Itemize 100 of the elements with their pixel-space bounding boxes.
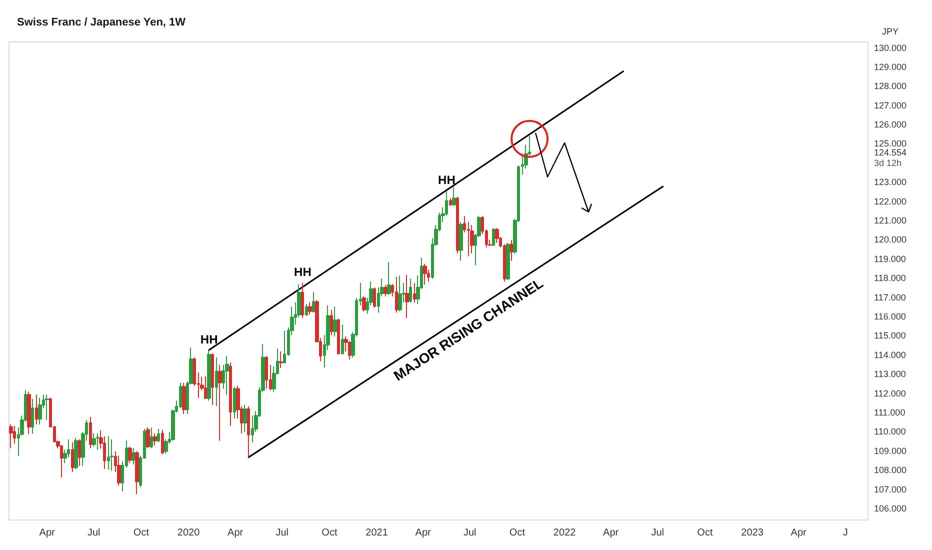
chart-title: Swiss Franc / Japanese Yen, 1W: [17, 16, 186, 28]
x-tick-label: 2020: [177, 528, 200, 538]
candlestick: [470, 224, 474, 254]
candlestick: [215, 356, 218, 406]
x-tick-label: Apr: [39, 528, 56, 538]
y-tick-label: 111.000: [874, 408, 906, 418]
candlestick: [330, 309, 333, 336]
y-tick-label: 122.000: [874, 196, 907, 206]
y-tick-label: 121.000: [874, 216, 907, 226]
y-tick-label: 109.000: [874, 446, 907, 456]
candlestick: [107, 436, 110, 470]
candlestick: [492, 228, 495, 246]
x-tick-label: Oct: [133, 528, 150, 538]
annotation: HH: [200, 332, 218, 347]
candlestick: [265, 356, 268, 390]
candlestick: [243, 404, 247, 432]
candlestick: [413, 282, 416, 303]
candlestick: [211, 353, 214, 406]
candlestick: [362, 296, 366, 312]
candlestick: [132, 448, 135, 466]
y-tick-label: 110.000: [874, 426, 906, 437]
candlestick: [146, 426, 150, 449]
x-tick-label: Oct: [322, 528, 338, 538]
candlestick: [337, 318, 340, 355]
x-tick-label: Apr: [415, 528, 432, 538]
candlestick: [459, 222, 463, 262]
candlestick: [150, 426, 153, 449]
y-tick-label: 108.000: [874, 465, 907, 476]
candlestick: [233, 386, 236, 419]
candlestick: [283, 330, 286, 364]
y-tick-label: 126.000: [874, 120, 907, 130]
candlestick: [506, 242, 510, 281]
x-tick-label: Oct: [697, 528, 713, 538]
candlestick: [229, 362, 232, 426]
y-tick-label: 129.000: [874, 62, 907, 72]
candlestick: [312, 291, 315, 314]
x-tick-label: Jul: [463, 528, 476, 538]
candlestick: [45, 394, 49, 420]
x-tick-label: Apr: [228, 528, 244, 538]
candlestick: [398, 275, 402, 312]
candlestick: [456, 196, 459, 254]
y-tick-label: 119.000: [874, 254, 906, 264]
candlestick: [27, 391, 31, 434]
candlestick: [409, 278, 412, 303]
candlestick: [38, 397, 42, 425]
candlestick: [207, 350, 211, 402]
candlestick: [204, 376, 207, 400]
candlestick: [153, 432, 157, 446]
x-tick-label: J: [842, 528, 848, 538]
y-tick-label: 113.000: [874, 369, 906, 380]
candlestick: [373, 287, 376, 308]
candlestick: [13, 425, 16, 444]
candlestick: [333, 306, 337, 337]
candlestick: [71, 442, 74, 473]
y-tick-label: 123.000: [874, 177, 907, 188]
candlestick: [495, 228, 499, 244]
candlestick: [395, 276, 398, 314]
candlestick: [9, 424, 13, 449]
y-tick-label: 118.000: [874, 273, 906, 284]
y-tick-label: 117.000: [874, 292, 906, 302]
y-tick-label: 106.000: [874, 503, 907, 514]
candlestick: [179, 382, 182, 409]
candlestick: [117, 455, 121, 486]
candlestick: [60, 444, 63, 478]
x-tick-label: Jul: [276, 528, 289, 538]
y-tick-label: 114.000: [874, 350, 906, 360]
candlestick: [279, 350, 283, 368]
candlestick: [161, 429, 164, 455]
candlestick: [449, 198, 452, 206]
x-tick-label: Jul: [87, 528, 100, 538]
candlestick: [423, 263, 427, 286]
candlestick: [452, 186, 456, 206]
candlestick: [251, 415, 254, 443]
y-axis-title: JPY: [882, 26, 899, 36]
x-tick-label: Jul: [651, 528, 664, 538]
candlestick: [157, 428, 160, 443]
candlestick: [89, 416, 92, 449]
y-tick-label: 124.554: [874, 147, 907, 158]
candlestick: [301, 282, 304, 318]
x-tick-label: Apr: [603, 528, 620, 538]
y-tick-label: 112.000: [874, 388, 906, 398]
candlestick: [135, 450, 139, 495]
x-tick-label: 2023: [741, 528, 764, 538]
y-tick-label: 128.000: [874, 81, 907, 92]
y-tick-label: 127.000: [874, 100, 907, 110]
candlestick: [31, 398, 34, 434]
candlestick: [128, 446, 132, 464]
candlestick: [74, 437, 78, 470]
candlestick: [405, 274, 409, 318]
candlestick: [218, 364, 222, 442]
candlestick: [182, 382, 186, 415]
x-tick-label: Oct: [509, 528, 526, 538]
y-tick-label: 116.000: [874, 312, 906, 322]
candlestick: [92, 432, 96, 448]
y-tick-label: 125.000: [874, 138, 907, 149]
candlestick: [341, 324, 344, 355]
candlestick: [510, 239, 513, 262]
y-tick-label: 120.000: [874, 234, 907, 245]
candlestick: [96, 432, 99, 450]
candlestick: [225, 356, 229, 396]
